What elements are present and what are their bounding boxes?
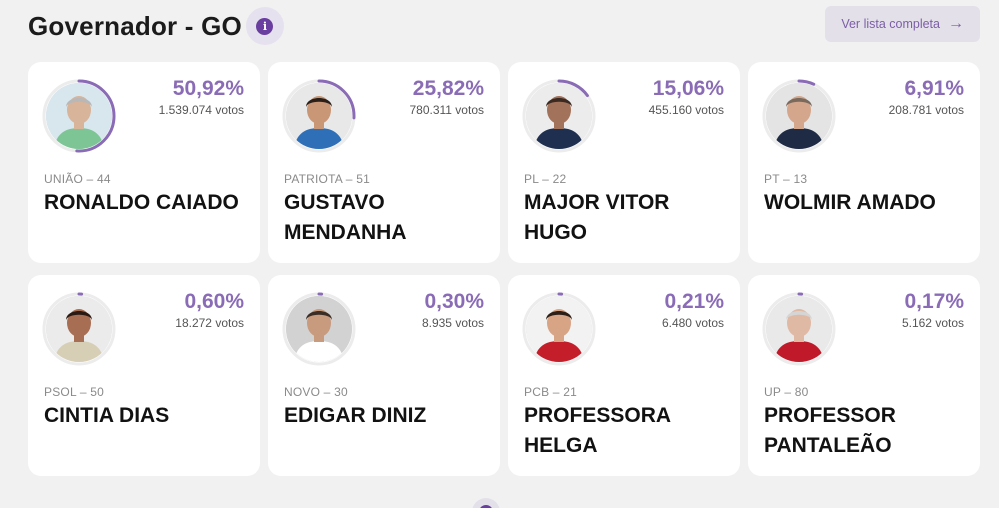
party-number: PATRIOTA – 51 xyxy=(284,172,370,186)
candidate-card[interactable]: 0,21% 6.480 votos PCB – 21 PROFESSORA HE… xyxy=(508,275,740,476)
vote-percentage: 15,06% xyxy=(652,77,724,100)
candidate-card[interactable]: 15,06% 455.160 votos PL – 22 MAJOR VITOR… xyxy=(508,62,740,263)
vote-count: 780.311 votos xyxy=(409,103,484,117)
vote-share-ring xyxy=(282,79,356,153)
candidate-photo xyxy=(526,296,592,362)
candidate-name: PROFESSOR PANTALEÃO xyxy=(764,404,896,457)
candidate-name: GUSTAVO MENDANHA xyxy=(284,191,407,244)
vote-share-ring xyxy=(282,292,356,366)
candidate-photo xyxy=(286,83,352,149)
candidates-grid: 50,92% 1.539.074 votos UNIÃO – 44 RONALD… xyxy=(28,62,980,476)
candidate-photo xyxy=(766,83,832,149)
candidate-avatar-ring xyxy=(41,78,117,154)
vote-count: 455.160 votos xyxy=(648,103,724,117)
arrow-right-icon: → xyxy=(948,15,964,32)
candidate-avatar-ring xyxy=(281,78,357,154)
candidate-name: MAJOR VITOR HUGO xyxy=(524,191,670,244)
portrait-illustration xyxy=(766,83,832,149)
vote-share-ring xyxy=(522,292,596,366)
party-number: PSOL – 50 xyxy=(44,385,105,399)
party-number: NOVO – 30 xyxy=(284,385,348,399)
vote-percentage: 0,30% xyxy=(424,290,484,313)
vote-count: 6.480 votos xyxy=(661,316,724,330)
vote-share-ring xyxy=(522,79,596,153)
vote-count: 208.781 votos xyxy=(888,103,964,117)
full-list-button[interactable]: Ver lista completa → xyxy=(825,6,980,42)
vote-share-ring xyxy=(42,292,116,366)
vote-percentage: 0,21% xyxy=(664,290,724,313)
candidate-card[interactable]: 0,17% 5.162 votos UP – 80 PROFESSOR PANT… xyxy=(748,275,980,476)
party-number: PL – 22 xyxy=(524,172,567,186)
candidate-card[interactable]: 0,30% 8.935 votos NOVO – 30 EDIGAR DINIZ xyxy=(268,275,500,476)
vote-percentage: 0,17% xyxy=(904,290,964,313)
candidate-photo xyxy=(526,83,592,149)
candidate-name: EDIGAR DINIZ xyxy=(284,404,427,427)
candidate-card[interactable]: 6,91% 208.781 votos PT – 13 WOLMIR AMADO xyxy=(748,62,980,263)
full-list-label: Ver lista completa xyxy=(841,17,940,31)
candidate-avatar-ring xyxy=(521,78,597,154)
candidate-name: RONALDO CAIADO xyxy=(44,191,239,214)
party-number: UP – 80 xyxy=(764,385,809,399)
portrait-illustration xyxy=(766,296,832,362)
party-number: UNIÃO – 44 xyxy=(44,172,111,186)
portrait-illustration xyxy=(526,83,592,149)
portrait-illustration xyxy=(286,296,352,362)
candidate-photo xyxy=(286,296,352,362)
candidate-card[interactable]: 0,60% 18.272 votos PSOL – 50 CINTIA DIAS xyxy=(28,275,260,476)
portrait-illustration xyxy=(526,296,592,362)
candidate-avatar-ring xyxy=(41,291,117,367)
vote-count: 8.935 votos xyxy=(421,316,484,330)
candidate-name: WOLMIR AMADO xyxy=(764,191,936,214)
candidate-photo xyxy=(46,83,112,149)
candidate-card[interactable]: 50,92% 1.539.074 votos UNIÃO – 44 RONALD… xyxy=(28,62,260,263)
candidate-card[interactable]: 25,82% 780.311 votos PATRIOTA – 51 GUSTA… xyxy=(268,62,500,263)
vote-share-ring xyxy=(762,79,836,153)
candidate-name: CINTIA DIAS xyxy=(44,404,170,427)
candidate-avatar-ring xyxy=(761,78,837,154)
party-number: PCB – 21 xyxy=(524,385,577,399)
vote-count: 5.162 votos xyxy=(901,316,964,330)
vote-percentage: 50,92% xyxy=(172,77,244,100)
portrait-illustration xyxy=(46,83,112,149)
candidate-avatar-ring xyxy=(521,291,597,367)
candidate-avatar-ring xyxy=(281,291,357,367)
candidate-name: PROFESSORA HELGA xyxy=(524,404,671,457)
info-icon: i xyxy=(256,17,274,35)
page-title: Governador - GO xyxy=(28,10,242,41)
vote-share-ring xyxy=(42,79,116,153)
candidate-avatar-ring xyxy=(761,291,837,367)
party-number: PT – 13 xyxy=(764,172,808,186)
vote-percentage: 0,60% xyxy=(184,290,244,313)
portrait-illustration xyxy=(46,296,112,362)
page-header: Governador - GO i Ver lista completa → xyxy=(28,6,980,46)
vote-percentage: 25,82% xyxy=(412,77,484,100)
vote-percentage: 6,91% xyxy=(904,77,964,100)
scroll-indicator[interactable] xyxy=(472,498,500,508)
vote-share-ring xyxy=(762,292,836,366)
info-button[interactable]: i xyxy=(245,7,284,45)
candidate-photo xyxy=(46,296,112,362)
portrait-illustration xyxy=(286,83,352,149)
vote-count: 18.272 votos xyxy=(175,316,244,330)
candidate-photo xyxy=(766,296,832,362)
vote-count: 1.539.074 votos xyxy=(158,103,244,117)
